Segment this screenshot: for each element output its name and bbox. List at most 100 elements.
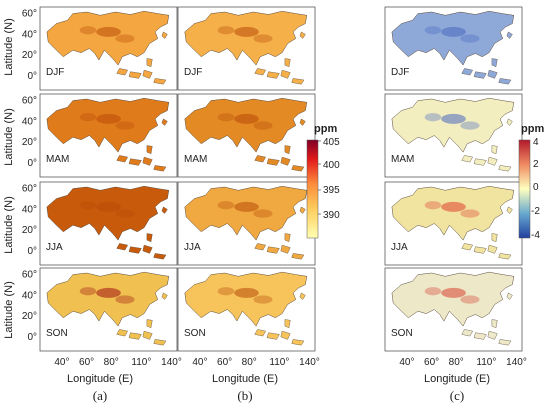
concentration-hotspot bbox=[460, 121, 480, 130]
island bbox=[461, 155, 474, 163]
longitude-tick-label: 80° bbox=[104, 357, 119, 368]
latitude-tick-label: 0° bbox=[27, 246, 37, 257]
island bbox=[498, 78, 512, 85]
map-panel-a-djf: DJF bbox=[39, 6, 178, 91]
colorbar-difference-gradient bbox=[518, 139, 531, 239]
concentration-hotspot bbox=[234, 287, 259, 298]
longitude-tick-label: 110° bbox=[131, 357, 151, 368]
colorbar-absolute-title: ppm bbox=[314, 123, 337, 135]
colorbar-absolute-tick-405: 405 bbox=[323, 137, 340, 148]
y-axis-label-row4: Latitude (N) bbox=[3, 281, 15, 338]
island bbox=[299, 292, 306, 300]
island bbox=[153, 78, 167, 85]
y-axis-label-row1: Latitude (N) bbox=[3, 18, 15, 75]
season-label: JJA bbox=[184, 242, 201, 253]
island bbox=[487, 156, 498, 166]
concentration-hotspot bbox=[79, 201, 97, 210]
axis-ticks: 60° 40° 20° 0° 60° 40° 20° 0° 60° 40° 20° 0° 60° 40° 2… bbox=[22, 9, 527, 368]
latitude-tick-label: 0° bbox=[27, 332, 37, 343]
island bbox=[461, 243, 474, 251]
island bbox=[473, 246, 487, 254]
panel-letter-c: (c) bbox=[450, 388, 464, 403]
season-label: DJF bbox=[184, 67, 202, 78]
concentration-hotspot bbox=[115, 295, 135, 304]
season-label: SON bbox=[46, 328, 68, 339]
map-panel-a-son: SON bbox=[39, 267, 178, 352]
map-panel-c-son: SON bbox=[384, 267, 523, 352]
map-panel-b-jja: JJA bbox=[177, 181, 316, 266]
island bbox=[284, 145, 291, 155]
latitude-tick-label: 20° bbox=[22, 311, 37, 322]
latitude-tick-label: 20° bbox=[22, 225, 37, 236]
concentration-hotspot bbox=[217, 287, 235, 296]
island bbox=[254, 155, 267, 163]
island bbox=[291, 253, 305, 260]
longitude-tick-label: 110° bbox=[269, 357, 289, 368]
latitude-tick-label: 40° bbox=[22, 290, 37, 301]
concentration-hotspot bbox=[253, 121, 273, 130]
season-label: MAM bbox=[46, 154, 69, 165]
island bbox=[142, 330, 153, 340]
island bbox=[280, 244, 291, 254]
concentration-hotspot bbox=[424, 113, 442, 122]
longitude-tick-label: 60° bbox=[424, 357, 439, 368]
longitude-tick-label: 40° bbox=[54, 357, 69, 368]
asia-landmass bbox=[391, 271, 515, 327]
island bbox=[266, 158, 280, 166]
colorbar-difference-tick-0: 0 bbox=[533, 182, 539, 193]
island bbox=[284, 58, 291, 68]
island bbox=[161, 206, 168, 214]
map-panel-b-mam: MAM bbox=[177, 93, 316, 178]
island bbox=[161, 292, 168, 300]
latitude-tick-label: 20° bbox=[22, 50, 37, 61]
season-label: MAM bbox=[391, 154, 414, 165]
island bbox=[116, 243, 129, 251]
island bbox=[161, 31, 168, 39]
island bbox=[142, 244, 153, 254]
concentration-hotspot bbox=[217, 26, 235, 35]
asia-landmass bbox=[184, 10, 308, 66]
island bbox=[266, 246, 280, 254]
concentration-hotspot bbox=[424, 287, 442, 296]
asia-landmass bbox=[391, 97, 515, 153]
asia-landmass bbox=[46, 185, 170, 241]
colorbar-absolute-tick-390: 390 bbox=[323, 210, 340, 221]
x-axis-label-c: Longitude (E) bbox=[424, 373, 490, 385]
island bbox=[491, 319, 498, 329]
map-panel-b-djf: DJF bbox=[177, 6, 316, 91]
island bbox=[254, 329, 267, 337]
colorbar-difference-tick-neg2: -2 bbox=[531, 206, 540, 217]
x-axis-label-b: Longitude (E) bbox=[212, 373, 278, 385]
island bbox=[498, 165, 512, 172]
concentration-hotspot bbox=[253, 34, 273, 43]
panel-letter-a: (a) bbox=[93, 388, 107, 403]
asia-landmass bbox=[391, 185, 515, 241]
island bbox=[128, 158, 142, 166]
island bbox=[146, 319, 153, 329]
season-label: MAM bbox=[184, 154, 207, 165]
concentration-hotspot bbox=[115, 121, 135, 130]
island bbox=[128, 246, 142, 254]
island bbox=[254, 68, 267, 76]
island bbox=[146, 58, 153, 68]
concentration-hotspot bbox=[96, 201, 121, 212]
island bbox=[146, 145, 153, 155]
island bbox=[506, 292, 513, 300]
colorbar-difference-tick-2: 2 bbox=[533, 159, 539, 170]
island bbox=[498, 339, 512, 346]
island bbox=[142, 69, 153, 79]
island bbox=[146, 233, 153, 243]
concentration-hotspot bbox=[115, 34, 135, 43]
colorbar-difference-tick-neg4: -4 bbox=[531, 230, 540, 241]
season-label: DJF bbox=[391, 67, 409, 78]
island bbox=[142, 156, 153, 166]
island bbox=[254, 243, 267, 251]
island bbox=[153, 165, 167, 172]
island bbox=[299, 31, 306, 39]
concentration-hotspot bbox=[424, 26, 442, 35]
concentration-hotspot bbox=[441, 113, 466, 124]
island bbox=[280, 69, 291, 79]
island bbox=[299, 118, 306, 126]
concentration-hotspot bbox=[96, 26, 121, 37]
